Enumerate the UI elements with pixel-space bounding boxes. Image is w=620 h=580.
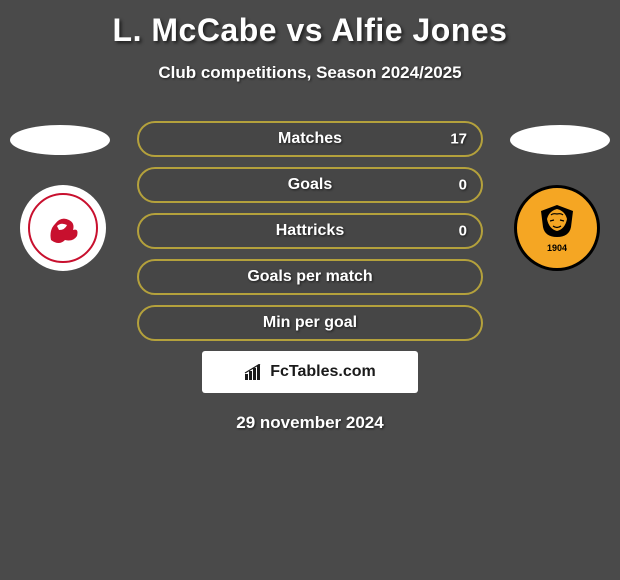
badge-year: 1904	[547, 243, 567, 253]
stat-label: Matches	[278, 130, 342, 148]
tiger-icon	[537, 203, 577, 245]
stat-right-value: 17	[450, 131, 467, 148]
branding-box[interactable]: FcTables.com	[202, 351, 418, 393]
stats-list: Matches 17 Goals 0 Hattricks 0 Goals per…	[137, 121, 483, 341]
comparison-panel: 1904 Matches 17 Goals 0 Hattricks 0 Goal…	[0, 121, 620, 433]
stat-right-value: 0	[459, 223, 467, 240]
branding-text: FcTables.com	[270, 363, 376, 381]
club-badge-left	[20, 185, 106, 271]
stat-right-value: 0	[459, 177, 467, 194]
stat-label: Goals	[288, 176, 332, 194]
stat-row-goals: Goals 0	[137, 167, 483, 203]
subtitle: Club competitions, Season 2024/2025	[0, 63, 620, 83]
stat-row-hattricks: Hattricks 0	[137, 213, 483, 249]
player-left-silhouette	[10, 125, 110, 155]
stat-label: Goals per match	[247, 268, 372, 286]
page-title: L. McCabe vs Alfie Jones	[0, 0, 620, 49]
stat-label: Min per goal	[263, 314, 357, 332]
date-text: 29 november 2024	[0, 413, 620, 433]
lion-icon	[28, 193, 98, 263]
player-right-silhouette	[510, 125, 610, 155]
bar-chart-icon	[244, 364, 264, 380]
stat-label: Hattricks	[276, 222, 344, 240]
stat-row-goals-per-match: Goals per match	[137, 259, 483, 295]
stat-row-matches: Matches 17	[137, 121, 483, 157]
stat-row-min-per-goal: Min per goal	[137, 305, 483, 341]
club-badge-right: 1904	[514, 185, 600, 271]
